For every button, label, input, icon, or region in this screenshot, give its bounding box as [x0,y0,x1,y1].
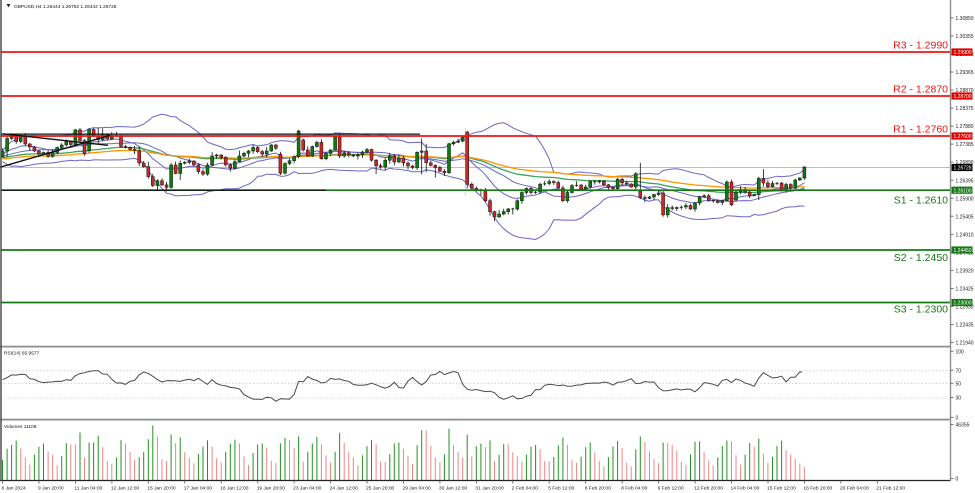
svg-text:8 Feb 04:00: 8 Feb 04:00 [621,486,647,492]
svg-text:11 Jan 04:00: 11 Jan 04:00 [74,486,102,492]
svg-text:1.23920: 1.23920 [956,268,974,274]
svg-text:9 Feb 12:00: 9 Feb 12:00 [658,486,684,492]
svg-text:24 Jan 12:00: 24 Jan 12:00 [330,486,359,492]
svg-text:12 Feb 20:00: 12 Feb 20:00 [694,486,723,492]
svg-text:1.29900: 1.29900 [954,50,972,56]
svg-text:18 Jan 12:00: 18 Jan 12:00 [220,486,249,492]
svg-text:1.24450: 1.24450 [954,248,972,254]
svg-text:R2 - 1.2870: R2 - 1.2870 [893,84,948,96]
svg-text:1.21940: 1.21940 [956,341,974,347]
svg-text:GBPUSD,H4 1.26444 1.26752 1.2: GBPUSD,H4 1.26444 1.26752 1.26442 1.2672… [14,4,117,10]
svg-text:29 Jan 04:00: 29 Jan 04:00 [403,486,432,492]
svg-text:25 Jan 20:00: 25 Jan 20:00 [366,486,395,492]
svg-text:R3 - 1.2990: R3 - 1.2990 [893,40,948,52]
svg-text:1.26728: 1.26728 [954,166,972,172]
svg-text:1.23000: 1.23000 [954,301,972,307]
svg-text:6 Feb 20:00: 6 Feb 20:00 [585,486,611,492]
svg-text:1.22930: 1.22930 [956,305,974,311]
svg-text:30 Jan 12:00: 30 Jan 12:00 [439,486,468,492]
svg-text:0: 0 [956,477,959,483]
svg-text:19 Jan 20:00: 19 Jan 20:00 [257,486,286,492]
svg-text:1.26100: 1.26100 [954,188,972,194]
svg-text:12 Jan 12:00: 12 Jan 12:00 [111,486,140,492]
svg-text:16 Feb 20:00: 16 Feb 20:00 [803,486,832,492]
svg-text:15 Feb 12:00: 15 Feb 12:00 [767,486,796,492]
svg-text:8 Jan 2024: 8 Jan 2024 [2,486,26,492]
svg-text:1.26890: 1.26890 [956,160,974,166]
svg-text:1.28700: 1.28700 [954,94,972,100]
svg-text:1.27385: 1.27385 [956,142,974,148]
svg-text:30: 30 [956,396,962,402]
svg-text:1.29365: 1.29365 [956,70,974,76]
svg-text:100: 100 [956,349,965,355]
svg-text:23 Jan 04:00: 23 Jan 04:00 [293,486,322,492]
svg-text:17 Jan 04:00: 17 Jan 04:00 [184,486,213,492]
svg-text:1.27880: 1.27880 [956,124,974,130]
svg-text:15 Jan 20:00: 15 Jan 20:00 [147,486,176,492]
svg-text:1.25405: 1.25405 [956,214,974,220]
svg-text:14 Feb 04:00: 14 Feb 04:00 [731,486,760,492]
svg-text:1.27600: 1.27600 [954,134,972,140]
svg-text:R1 - 1.2760: R1 - 1.2760 [893,124,948,136]
svg-text:9 Jan 20:00: 9 Jan 20:00 [38,486,64,492]
svg-text:1.23425: 1.23425 [956,287,974,293]
svg-text:2 Feb 04:00: 2 Feb 04:00 [512,486,538,492]
svg-text:1.25900: 1.25900 [956,196,974,202]
svg-text:46355: 46355 [956,423,970,429]
svg-text:1.28870: 1.28870 [956,88,974,94]
svg-text:5 Feb 12:00: 5 Feb 12:00 [548,486,574,492]
svg-text:1.30850: 1.30850 [956,16,974,22]
svg-text:1.24910: 1.24910 [956,232,974,238]
svg-text:S3 - 1.2300: S3 - 1.2300 [894,304,948,316]
svg-text:S2 - 1.2450: S2 - 1.2450 [894,252,948,264]
svg-text:1.28375: 1.28375 [956,106,974,112]
svg-text:31 Jan 20:00: 31 Jan 20:00 [475,486,504,492]
svg-text:21 Feb 12:00: 21 Feb 12:00 [876,486,905,492]
svg-text:Volumes 11108: Volumes 11108 [4,424,37,430]
svg-text:1.22435: 1.22435 [956,323,974,329]
svg-text:RSI(14) 65.9577: RSI(14) 65.9577 [4,351,40,357]
svg-text:50: 50 [956,381,962,387]
svg-text:1.30355: 1.30355 [956,34,974,40]
svg-text:0: 0 [956,415,959,421]
svg-text:S1 - 1.2610: S1 - 1.2610 [894,195,948,207]
svg-text:20 Feb 04:00: 20 Feb 04:00 [840,486,869,492]
svg-text:70: 70 [956,368,962,374]
svg-text:1.26395: 1.26395 [956,178,974,184]
